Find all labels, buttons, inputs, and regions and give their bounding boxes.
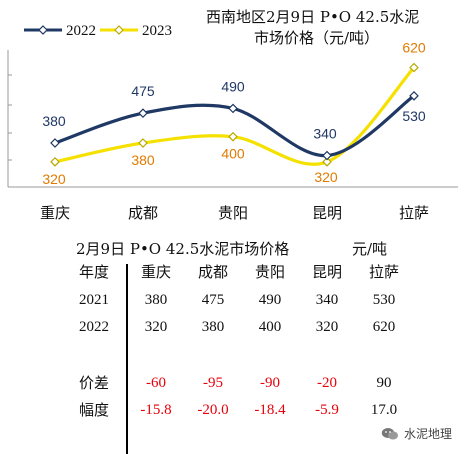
data-point-2022: [409, 91, 419, 101]
data-label: 380: [131, 152, 155, 168]
data-label: 530: [402, 108, 426, 124]
table-cell: 475: [201, 292, 225, 308]
rate-cell: -15.8: [140, 402, 172, 418]
x-tick-label: 拉萨: [399, 204, 429, 222]
col-header: 拉萨: [368, 263, 399, 281]
data-point-2023: [138, 138, 148, 148]
watermark-text: 水泥地理: [403, 427, 452, 441]
table-cell: 490: [258, 292, 282, 308]
table-unit: 元/吨: [352, 240, 388, 258]
table-row: 2021 380 475 490 340 530: [0, 288, 466, 312]
diff-cell: -90: [260, 375, 280, 391]
data-label: 620: [402, 40, 426, 56]
rate-cell: 17.0: [370, 402, 398, 418]
table-cell: 340: [315, 292, 339, 308]
diff-cell: -60: [146, 375, 166, 391]
table-row: 2022 320 380 400 320 620: [0, 315, 466, 339]
row-label: 2022: [79, 319, 109, 335]
wechat-icon: [381, 427, 398, 439]
data-point-2023: [409, 62, 419, 73]
header-label: 年度: [78, 263, 109, 281]
data-label: 400: [221, 146, 245, 162]
x-tick-label: 昆明: [312, 204, 342, 222]
series-layer: [50, 62, 419, 167]
diff-cell: -20: [317, 375, 337, 391]
data-point-2023: [50, 157, 60, 167]
data-label: 475: [131, 83, 155, 99]
data-point-2022: [50, 138, 60, 148]
data-point-2023: [322, 157, 332, 167]
data-label: 320: [314, 169, 338, 185]
row-label: 2021: [79, 292, 109, 308]
rate-cell: -18.4: [254, 402, 286, 418]
col-header: 昆明: [311, 263, 342, 281]
x-tick-label: 重庆: [40, 204, 70, 222]
table-cell: 320: [144, 319, 168, 335]
legend: 2022 2023: [24, 23, 172, 39]
diff-cell: -95: [203, 375, 223, 391]
x-tick-label: 成都: [128, 204, 158, 222]
data-label: 340: [313, 126, 337, 142]
table-header-row: 年度 重庆 成都 贵阳 昆明 拉萨: [0, 260, 466, 284]
chart-title-line: 市场价格（元/吨）: [254, 29, 379, 47]
legend-label-2023: 2023: [142, 23, 172, 39]
table-cell: 620: [372, 319, 396, 335]
legend-marker-2023: [114, 25, 124, 35]
col-header: 成都: [197, 263, 228, 281]
col-header: 贵阳: [254, 263, 285, 281]
data-label-layer: 380 475 490 340 530 320 380 400 320 620: [42, 40, 426, 187]
rate-cell: -20.0: [197, 402, 229, 418]
data-label: 320: [42, 171, 66, 187]
col-header: 重庆: [140, 263, 171, 281]
table-cell: 530: [372, 292, 396, 308]
data-label: 380: [42, 113, 66, 129]
table-cell: 380: [201, 319, 225, 335]
data-point-2022: [138, 108, 148, 118]
data-label: 490: [221, 78, 245, 94]
category-axis-labels: 重庆 成都 贵阳 昆明 拉萨: [40, 204, 429, 222]
table-cell: 380: [144, 292, 168, 308]
table-title: 2月9日 P•O 42.5水泥市场价格: [76, 240, 290, 258]
chart-title: 西南地区2月9日 P•O 42.5水泥市场价格（元/吨）: [206, 8, 419, 47]
data-point-2022: [228, 103, 238, 114]
rate-row: 幅度 -15.8 -20.0 -18.4 -5.9 17.0: [0, 398, 466, 422]
diff-label: 价差: [78, 374, 109, 392]
price-table: 2月9日 P•O 42.5水泥市场价格 元/吨 年度 重庆 成都 贵阳 昆明 拉…: [0, 232, 466, 454]
rate-label: 幅度: [78, 401, 109, 419]
legend-label-2022: 2022: [66, 23, 96, 39]
legend-marker-2022: [38, 25, 48, 35]
series-line-2023: [54, 66, 416, 166]
table-cell: 320: [315, 319, 339, 335]
chart-title-line: 西南地区2月9日 P•O 42.5水泥: [206, 8, 419, 26]
diff-cell: 90: [376, 375, 392, 391]
rate-cell: -5.9: [315, 402, 339, 418]
table-divider: [126, 264, 128, 454]
data-point-2023: [228, 131, 238, 142]
table-cell: 400: [258, 319, 282, 335]
diff-row: 价差 -60 -95 -90 -20 90: [0, 371, 466, 395]
data-point-2022: [322, 150, 332, 161]
x-tick-label: 贵阳: [218, 204, 248, 222]
watermark: 水泥地理: [381, 425, 452, 442]
axis-layer: [7, 50, 458, 188]
